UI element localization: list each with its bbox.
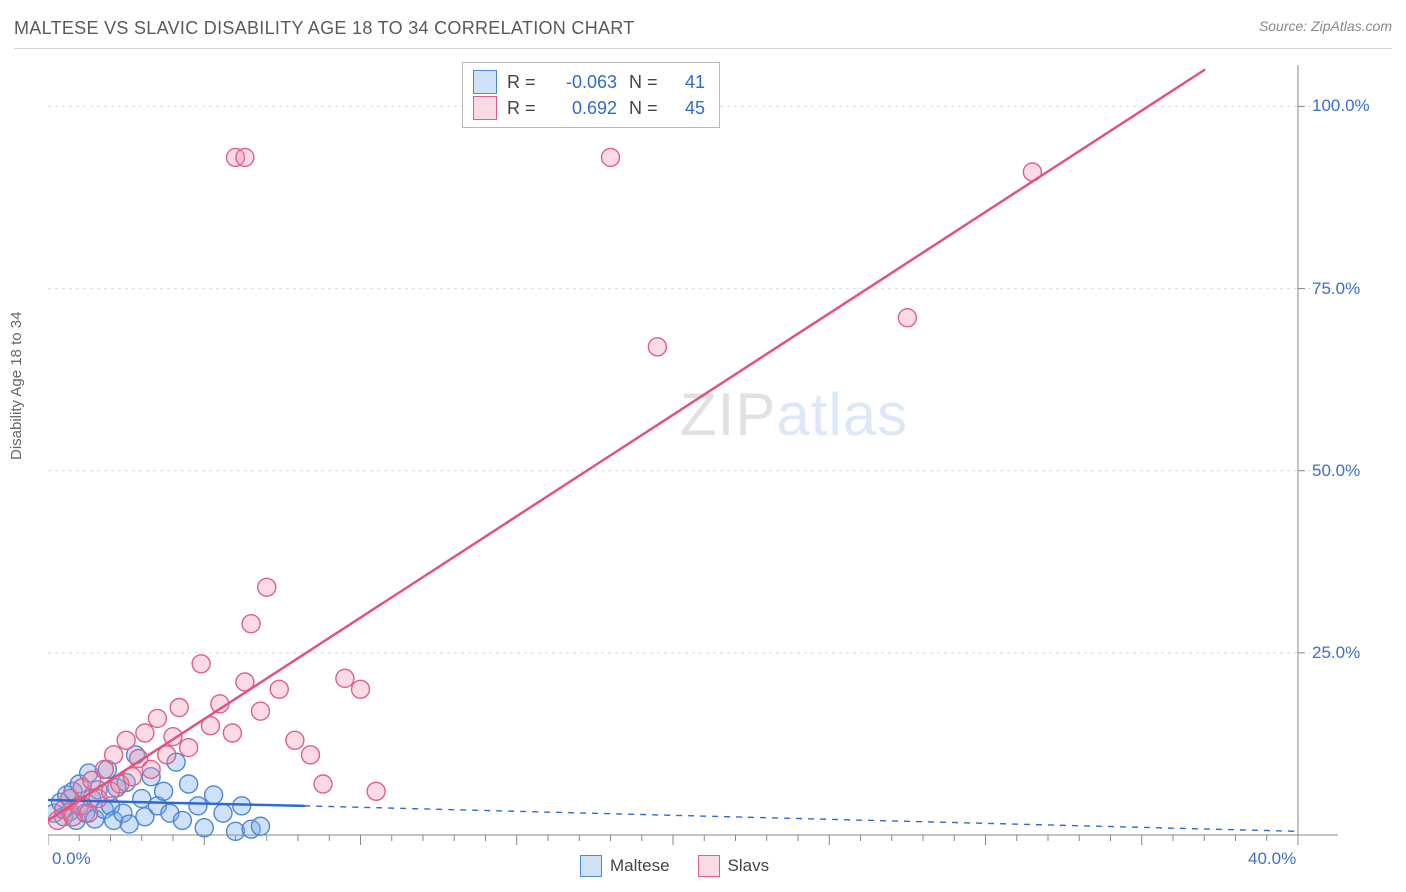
legend-n-value: 41 <box>669 72 705 93</box>
chart-title: MALTESE VS SLAVIC DISABILITY AGE 18 TO 3… <box>14 18 635 39</box>
legend-r-value: 0.692 <box>547 98 617 119</box>
chart-plot-area <box>48 60 1346 850</box>
series-legend-label: Maltese <box>610 856 670 876</box>
y-tick-label: 25.0% <box>1312 643 1360 663</box>
legend-r-value: -0.063 <box>547 72 617 93</box>
series-legend: Maltese Slavs <box>580 855 769 877</box>
legend-n-label: N = <box>629 98 669 119</box>
chart-source: Source: ZipAtlas.com <box>1259 18 1392 34</box>
legend-r-label: R = <box>507 98 547 119</box>
y-tick-label: 100.0% <box>1312 96 1370 116</box>
legend-swatch <box>580 855 602 877</box>
series-legend-item: Maltese <box>580 855 670 877</box>
chart-svg <box>48 60 1346 850</box>
y-axis-label: Disability Age 18 to 34 <box>8 312 25 460</box>
y-tick-label: 75.0% <box>1312 279 1360 299</box>
legend-n-label: N = <box>629 72 669 93</box>
series-legend-label: Slavs <box>728 856 770 876</box>
x-tick-label: 40.0% <box>1248 849 1296 869</box>
y-tick-label: 50.0% <box>1312 461 1360 481</box>
x-tick-label: 0.0% <box>52 849 91 869</box>
legend-row: R =0.692 N =45 <box>473 95 705 121</box>
chart-header: MALTESE VS SLAVIC DISABILITY AGE 18 TO 3… <box>14 18 1392 49</box>
legend-row: R =-0.063 N =41 <box>473 69 705 95</box>
legend-swatch <box>473 70 497 94</box>
correlation-legend: R =-0.063 N =41 R =0.692 N =45 <box>462 62 720 128</box>
legend-swatch <box>473 96 497 120</box>
series-legend-item: Slavs <box>698 855 770 877</box>
legend-r-label: R = <box>507 72 547 93</box>
legend-swatch <box>698 855 720 877</box>
legend-n-value: 45 <box>669 98 705 119</box>
